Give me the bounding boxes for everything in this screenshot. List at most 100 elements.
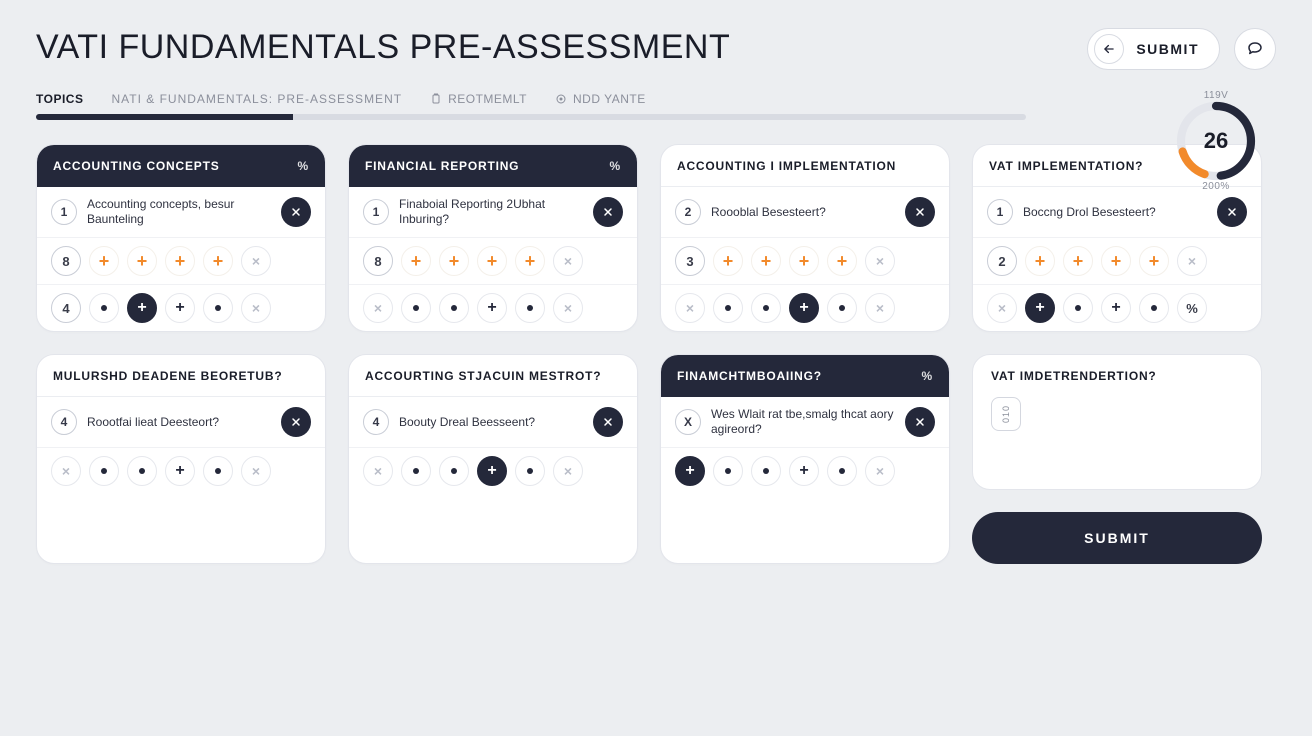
rating-chip[interactable]: × [553, 246, 583, 276]
rating-chip[interactable] [827, 456, 857, 486]
rating-chip[interactable] [713, 293, 743, 323]
submit-button[interactable]: SUBMIT [972, 512, 1262, 564]
close-icon[interactable] [281, 197, 311, 227]
rating-chip[interactable]: 8 [363, 246, 393, 276]
rating-chip[interactable]: + [789, 246, 819, 276]
chip-row: × + +% [973, 285, 1261, 331]
question-number: 1 [987, 199, 1013, 225]
rating-chip[interactable]: + [1063, 246, 1093, 276]
rating-chip[interactable]: + [165, 293, 195, 323]
rating-chip[interactable]: 8 [51, 246, 81, 276]
close-icon[interactable] [593, 197, 623, 227]
rating-chip[interactable] [203, 293, 233, 323]
rating-chip[interactable]: + [713, 246, 743, 276]
rating-chip[interactable]: + [477, 246, 507, 276]
rating-chip[interactable]: + [203, 246, 233, 276]
rating-chip[interactable]: × [241, 293, 271, 323]
close-icon[interactable] [905, 407, 935, 437]
submit-pill[interactable]: SUBMIT [1087, 28, 1220, 70]
rating-chip[interactable]: × [865, 246, 895, 276]
rating-chip[interactable]: × [51, 456, 81, 486]
card-title: MULURSHD DEADENE BEORETUB? [53, 369, 282, 383]
rating-chip[interactable]: × [241, 456, 271, 486]
rating-chip[interactable] [827, 293, 857, 323]
card-title: ACCOUNTING CONCEPTS [53, 159, 220, 173]
rating-chip[interactable]: + [477, 293, 507, 323]
clipboard-icon [430, 93, 442, 105]
question-text: Roootfai lieat Deesteort? [87, 415, 271, 430]
rating-chip[interactable]: × [553, 293, 583, 323]
close-icon[interactable] [905, 197, 935, 227]
rating-chip[interactable]: + [827, 246, 857, 276]
percent-icon: % [298, 159, 309, 173]
close-icon[interactable] [593, 407, 623, 437]
close-icon[interactable] [281, 407, 311, 437]
question-text: Wes Wlait rat tbe,smalg thcat aory agire… [711, 407, 895, 437]
rating-chip[interactable]: + [515, 246, 545, 276]
rating-chip[interactable] [127, 456, 157, 486]
rating-chip[interactable]: + [675, 456, 705, 486]
rating-chip[interactable] [439, 293, 469, 323]
rating-chip[interactable]: × [363, 456, 393, 486]
back-icon[interactable] [1094, 34, 1124, 64]
topic-card: ACCOURTING STJACUIN MESTROT?4Boouty Drea… [348, 354, 638, 564]
rating-chip[interactable] [515, 456, 545, 486]
rating-chip[interactable]: % [1177, 293, 1207, 323]
rating-chip[interactable]: + [165, 456, 195, 486]
tab-topics[interactable]: TOPICS [36, 92, 83, 106]
rating-chip[interactable] [1063, 293, 1093, 323]
rating-chip[interactable]: 3 [675, 246, 705, 276]
rating-chip[interactable] [1139, 293, 1169, 323]
tab-reotmemlt[interactable]: REOTMEMLT [430, 92, 527, 106]
settings-icon[interactable] [1234, 28, 1276, 70]
rating-chip[interactable] [89, 293, 119, 323]
rating-chip[interactable] [751, 456, 781, 486]
chip-row: × + × [37, 448, 325, 494]
rating-chip[interactable]: + [789, 293, 819, 323]
rating-chip[interactable]: + [1139, 246, 1169, 276]
rating-chip[interactable]: × [675, 293, 705, 323]
submit-label: SUBMIT [1136, 41, 1199, 57]
rating-chip[interactable]: + [127, 293, 157, 323]
side-card: VAT IMDETRENDERTION?010 [972, 354, 1262, 490]
rating-chip[interactable]: + [127, 246, 157, 276]
rating-chip[interactable]: + [1101, 246, 1131, 276]
card-header: FINAMCHTMBOAIING?% [661, 355, 949, 397]
rating-chip[interactable]: × [363, 293, 393, 323]
tab-bar: TOPICS NATI & FUNDAMENTALS: PRE-ASSESSME… [36, 92, 646, 106]
rating-chip[interactable]: × [865, 293, 895, 323]
rating-chip[interactable]: + [789, 456, 819, 486]
rating-chip[interactable]: + [1025, 293, 1055, 323]
rating-chip[interactable] [401, 293, 431, 323]
close-icon[interactable] [1217, 197, 1247, 227]
rating-chip[interactable] [751, 293, 781, 323]
chip-row: 8 + + + + × [349, 238, 637, 285]
rating-chip[interactable]: + [165, 246, 195, 276]
rating-chip[interactable]: × [987, 293, 1017, 323]
rating-chip[interactable]: + [1025, 246, 1055, 276]
rating-chip[interactable]: 4 [51, 293, 81, 323]
rating-chip[interactable] [515, 293, 545, 323]
rating-chip[interactable] [439, 456, 469, 486]
question-number: 1 [363, 199, 389, 225]
tab-ndd[interactable]: NDD YANTE [555, 92, 646, 106]
rating-chip[interactable] [713, 456, 743, 486]
rating-chip[interactable]: + [1101, 293, 1131, 323]
topic-card: MULURSHD DEADENE BEORETUB? 4Roootfai liea… [36, 354, 326, 564]
question-text: Boouty Dreal Beesseent? [399, 415, 583, 430]
rating-chip[interactable]: × [553, 456, 583, 486]
rating-chip[interactable]: × [1177, 246, 1207, 276]
rating-chip[interactable]: + [89, 246, 119, 276]
card-header: ACCOUNTING CONCEPTS% [37, 145, 325, 187]
rating-chip[interactable]: + [751, 246, 781, 276]
rating-chip[interactable]: × [241, 246, 271, 276]
question-row: 4Roootfai lieat Deesteort? [37, 397, 325, 448]
rating-chip[interactable] [89, 456, 119, 486]
rating-chip[interactable] [401, 456, 431, 486]
rating-chip[interactable]: × [865, 456, 895, 486]
rating-chip[interactable]: + [439, 246, 469, 276]
rating-chip[interactable]: + [477, 456, 507, 486]
rating-chip[interactable]: + [401, 246, 431, 276]
rating-chip[interactable]: 2 [987, 246, 1017, 276]
rating-chip[interactable] [203, 456, 233, 486]
